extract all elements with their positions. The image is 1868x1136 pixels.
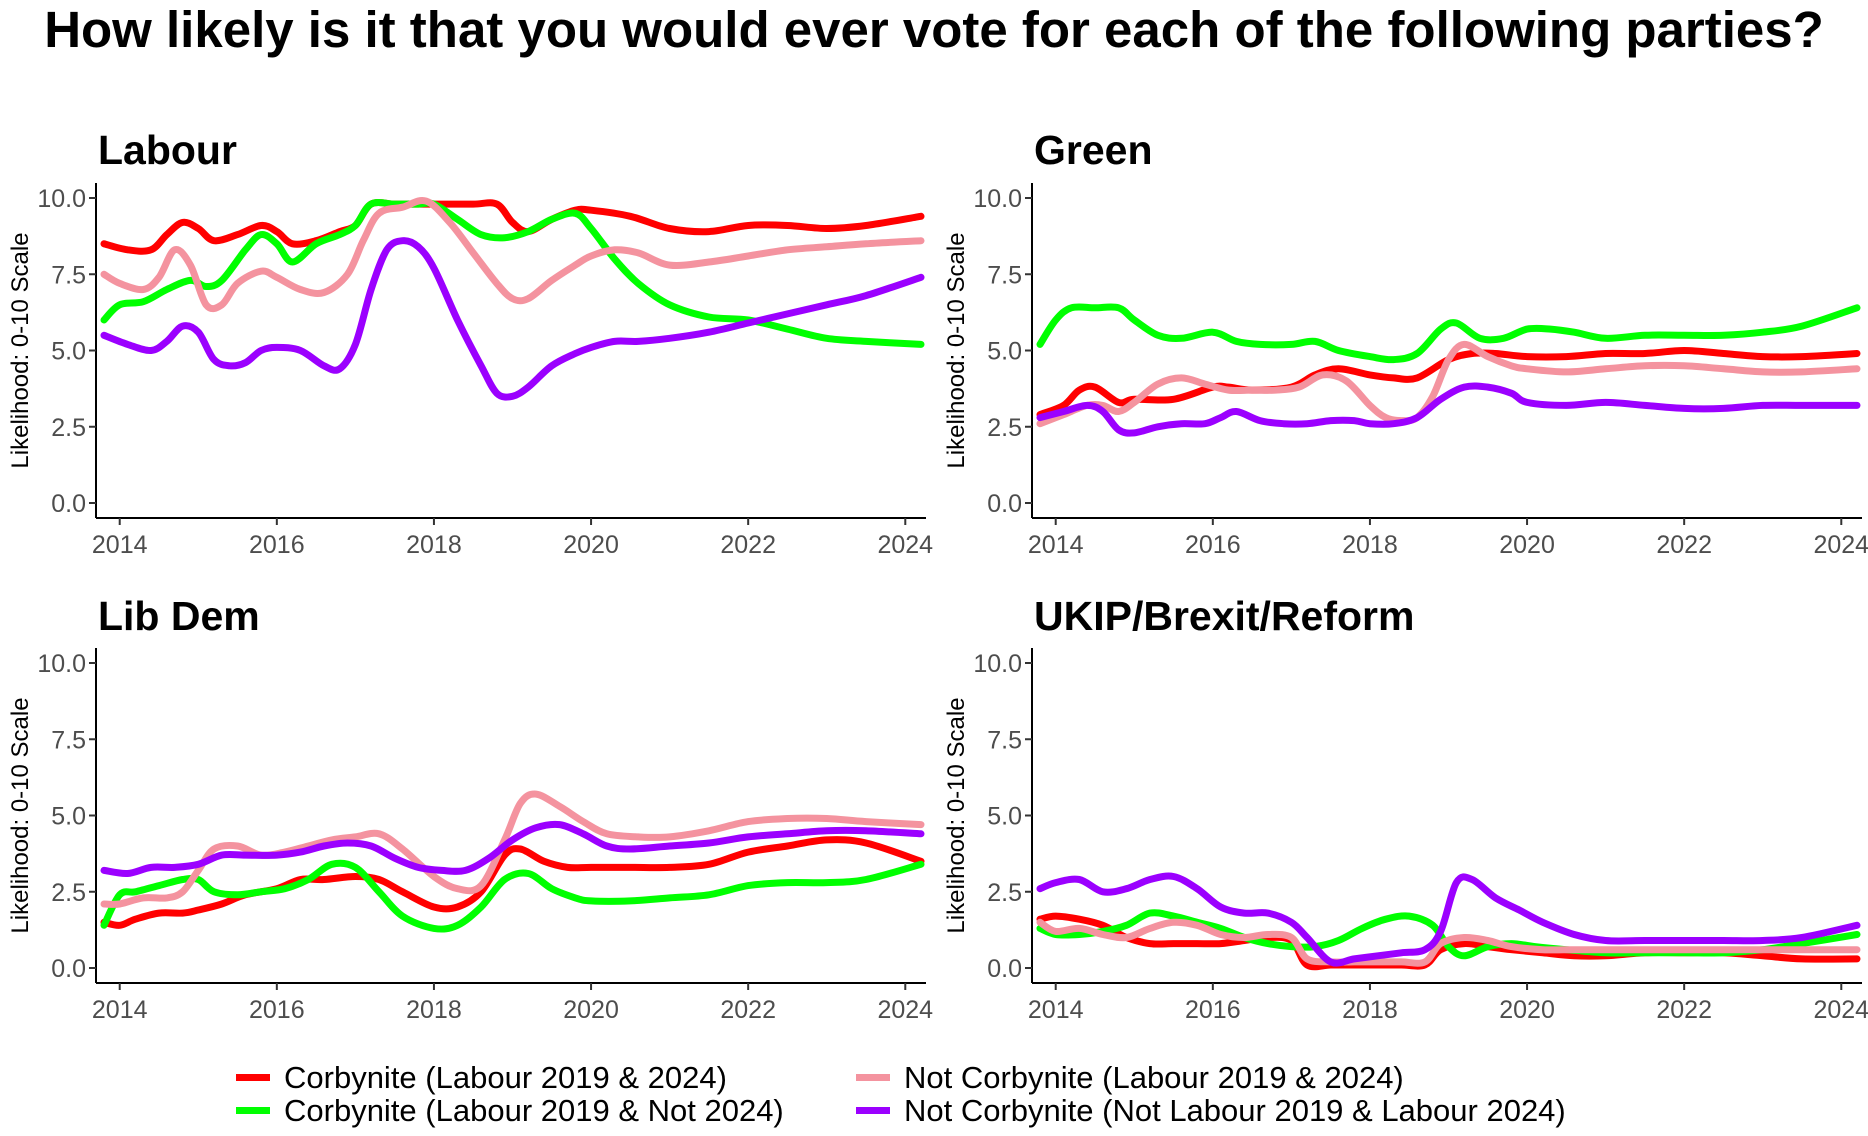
legend-key-corbynite-labour-2019-2024 [236, 1074, 270, 1081]
x-tick-label: 2016 [249, 996, 305, 1024]
chart-title: How likely is it that you would ever vot… [44, 1, 1824, 58]
series-line-lib-dem-not-corbynite-labour-2019-2024 [100, 790, 925, 908]
x-tick-label: 2024 [1813, 531, 1868, 559]
panel-title-ukip-brexit-reform: UKIP/Brexit/Reform [1034, 593, 1414, 639]
legend-item-corbynite-labour-2019-not-2024: Corbynite (Labour 2019 & Not 2024) [236, 1092, 856, 1128]
x-tick-label: 2022 [720, 531, 776, 559]
panel-title-lib-dem: Lib Dem [98, 593, 260, 639]
y-tick-label: 7.5 [987, 261, 1022, 289]
x-tick-label: 2016 [1185, 996, 1241, 1024]
y-tick-label: 5.0 [987, 803, 1022, 831]
y-tick-label: 10.0 [37, 650, 86, 678]
series-line-ukip-brexit-reform-not-corbynite-labour-2019-2024 [1036, 918, 1861, 967]
series-line-green-corbynite-labour-2019-2024 [1036, 347, 1861, 419]
x-tick-label: 2014 [1028, 996, 1084, 1024]
y-tick-label: 2.5 [987, 414, 1022, 442]
x-tick-label: 2016 [249, 531, 305, 559]
y-tick-label: 0.0 [987, 955, 1022, 983]
x-tick-label: 2020 [563, 996, 619, 1024]
x-tick-label: 2022 [720, 996, 776, 1024]
x-tick-label: 2018 [1342, 531, 1398, 559]
series-line-green-not-corbynite-labour-2019-2024 [1036, 340, 1861, 428]
panel-title-green: Green [1034, 127, 1153, 173]
legend-item-corbynite-labour-2019-2024: Corbynite (Labour 2019 & 2024) [236, 1059, 856, 1095]
legend-item-not-corbynite-labour-2019-2024: Not Corbynite (Labour 2019 & 2024) [856, 1059, 1576, 1095]
y-tick-label: 5.0 [987, 338, 1022, 366]
x-tick-label: 2014 [1028, 531, 1084, 559]
legend-label: Corbynite (Labour 2019 & Not 2024) [284, 1092, 784, 1128]
legend: Corbynite (Labour 2019 & 2024) Not Corby… [236, 1059, 1576, 1128]
x-tick-label: 2016 [1185, 531, 1241, 559]
series-line-labour-corbynite-labour-2019-2024 [100, 199, 925, 255]
y-tick-label: 7.5 [51, 726, 86, 754]
x-tick-label: 2014 [92, 996, 148, 1024]
y-tick-label: 2.5 [51, 414, 86, 442]
y-axis-label: Likelihood: 0-10 Scale [943, 697, 970, 933]
series-line-green-corbynite-labour-2019-not-2024 [1036, 303, 1861, 364]
y-tick-label: 2.5 [51, 879, 86, 907]
y-axis-label: Likelihood: 0-10 Scale [7, 232, 34, 468]
x-tick-label: 2020 [1499, 531, 1555, 559]
y-tick-label: 0.0 [51, 955, 86, 983]
legend-label: Corbynite (Labour 2019 & 2024) [284, 1059, 727, 1095]
x-tick-label: 2018 [1342, 996, 1398, 1024]
x-tick-label: 2022 [1656, 531, 1712, 559]
x-tick-label: 2020 [563, 531, 619, 559]
series-line-ukip-brexit-reform-not-corbynite-not-labour-2019-labour-2024 [1036, 872, 1861, 967]
legend-key-corbynite-labour-2019-not-2024 [236, 1107, 270, 1114]
x-tick-label: 2018 [406, 996, 462, 1024]
y-tick-label: 2.5 [987, 879, 1022, 907]
x-tick-label: 2024 [877, 996, 933, 1024]
series-line-labour-not-corbynite-not-labour-2019-labour-2024 [100, 237, 925, 401]
series-line-lib-dem-corbynite-labour-2019-not-2024 [100, 859, 925, 933]
series-line-lib-dem-corbynite-labour-2019-2024 [100, 836, 925, 929]
y-axis-label: Likelihood: 0-10 Scale [943, 232, 970, 468]
x-tick-label: 2018 [406, 531, 462, 559]
y-tick-label: 10.0 [973, 185, 1022, 213]
series-line-labour-not-corbynite-labour-2019-2024 [100, 197, 925, 313]
y-tick-label: 5.0 [51, 338, 86, 366]
y-axis-label: Likelihood: 0-10 Scale [7, 697, 34, 933]
legend-key-not-corbynite-not-labour-2019-labour-2024 [856, 1107, 890, 1114]
legend-label: Not Corbynite (Labour 2019 & 2024) [904, 1059, 1404, 1095]
x-tick-label: 2022 [1656, 996, 1712, 1024]
y-tick-label: 10.0 [37, 185, 86, 213]
x-tick-label: 2020 [1499, 996, 1555, 1024]
y-tick-label: 0.0 [51, 490, 86, 518]
series-line-green-not-corbynite-not-labour-2019-labour-2024 [1036, 382, 1861, 437]
panel-title-labour: Labour [98, 127, 237, 173]
x-tick-label: 2024 [1813, 996, 1868, 1024]
x-tick-label: 2014 [92, 531, 148, 559]
y-tick-label: 5.0 [51, 803, 86, 831]
y-tick-label: 7.5 [987, 726, 1022, 754]
legend-label: Not Corbynite (Not Labour 2019 & Labour … [904, 1092, 1566, 1128]
x-tick-label: 2024 [877, 531, 933, 559]
y-tick-label: 7.5 [51, 261, 86, 289]
series-line-lib-dem-not-corbynite-not-labour-2019-labour-2024 [100, 820, 925, 878]
y-tick-label: 10.0 [973, 650, 1022, 678]
legend-item-not-corbynite-not-labour-2019-labour-2024: Not Corbynite (Not Labour 2019 & Labour … [856, 1092, 1576, 1128]
y-tick-label: 0.0 [987, 490, 1022, 518]
legend-key-not-corbynite-labour-2019-2024 [856, 1074, 890, 1081]
